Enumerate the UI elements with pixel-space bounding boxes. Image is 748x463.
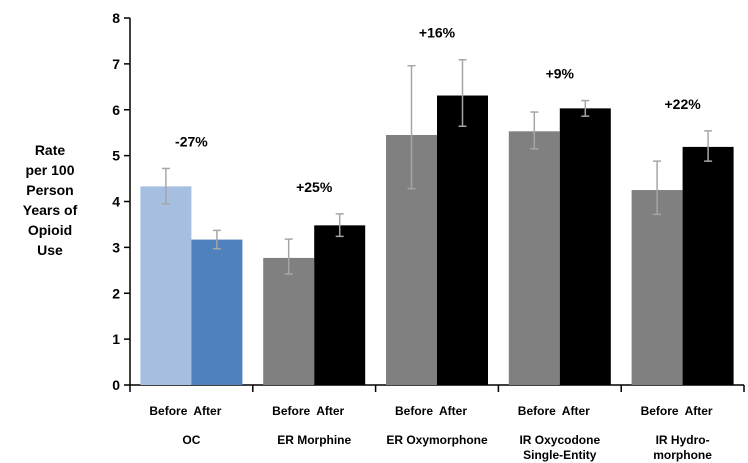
percent-change-label: +22%: [664, 96, 701, 112]
category-label: IR Oxycodone: [519, 433, 600, 447]
phase-label-before: Before: [518, 404, 556, 418]
error-bars: [161, 58, 713, 275]
y-axis-label-line: per 100: [25, 162, 74, 178]
bar: [437, 95, 488, 385]
y-axis-label-line: Person: [26, 182, 73, 198]
y-tick-label: 3: [112, 239, 120, 255]
y-tick-label: 0: [112, 377, 120, 393]
category-label: OC: [182, 433, 200, 447]
y-axis-label-line: Use: [37, 242, 63, 258]
y-tick-label: 6: [112, 102, 120, 118]
y-tick-label: 2: [112, 285, 120, 301]
y-axis-label-line: Rate: [35, 142, 66, 158]
bar: [559, 108, 611, 385]
percent-change-label: +9%: [546, 66, 575, 82]
bar: [140, 186, 192, 385]
category-label: Single-Entity: [523, 448, 597, 462]
category-label: ER Morphine: [277, 433, 351, 447]
phase-label-after: After: [316, 404, 344, 418]
y-tick-label: 8: [112, 10, 120, 26]
phase-label-after: After: [439, 404, 467, 418]
y-tick-label: 7: [112, 56, 120, 72]
phase-label-before: Before: [272, 404, 310, 418]
y-axis-label-line: Years of: [23, 202, 78, 218]
percent-change-labels: -27% +25% +16% +9% +22%: [175, 25, 701, 195]
y-tick-label: 1: [112, 331, 120, 347]
y-axis-label: Rate per 100 Person Years of Opioid Use: [23, 142, 78, 258]
bars: [140, 95, 734, 385]
percent-change-label: +25%: [296, 179, 333, 195]
y-tick-labels: 0 1 2 3 4 5 6 7 8: [112, 10, 130, 393]
bar: [682, 146, 734, 385]
phase-label-before: Before: [641, 404, 679, 418]
bar: [508, 131, 560, 385]
x-axis-labels: Before After OC Before After ER Morphine Befor…: [149, 404, 713, 462]
category-label: morphone: [653, 448, 712, 462]
phase-label-before: Before: [149, 404, 187, 418]
category-label: IR Hydro-: [656, 433, 710, 447]
phase-label-after: After: [193, 404, 221, 418]
bar: [314, 225, 366, 385]
bar: [191, 239, 243, 385]
bar: [263, 257, 315, 385]
bar: [631, 190, 683, 385]
category-label: ER Oxymorphone: [386, 433, 488, 447]
percent-change-label: -27%: [175, 133, 208, 149]
phase-label-before: Before: [395, 404, 433, 418]
phase-label-after: After: [685, 404, 713, 418]
y-tick-label: 5: [112, 148, 120, 164]
y-tick-label: 4: [112, 194, 120, 210]
y-axis-label-line: Opioid: [28, 222, 72, 238]
percent-change-label: +16%: [419, 25, 456, 41]
phase-label-after: After: [562, 404, 590, 418]
